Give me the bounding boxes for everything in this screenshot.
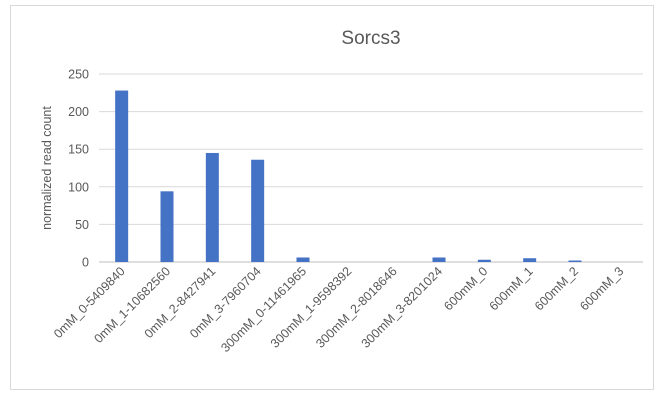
bar-600mM_1 (523, 258, 537, 262)
y-tick-label: 200 (68, 105, 89, 119)
x-category-label: 600mM_3 (577, 264, 626, 313)
x-category-label: 300mM_0-11461965 (218, 264, 309, 355)
x-category-label: 300mM_3-8201024 (359, 264, 446, 351)
gridlines (99, 73, 643, 263)
x-category-label: 300mM_2-8018646 (313, 264, 400, 351)
chart-frame: Sorcs3 0 50 100 150 200 250 0mM_0-5409840 0mM_… (10, 5, 654, 390)
x-category-label: 600mM_2 (532, 264, 581, 313)
bar-chart: Sorcs3 0 50 100 150 200 250 0mM_0-54098400mM_… (40, 28, 643, 355)
x-category-label: 600mM_0 (441, 264, 490, 313)
y-axis-ticks: 0 50 100 150 200 250 (68, 68, 89, 270)
x-category-label: 600mM_1 (487, 264, 536, 313)
bar-0mM_0-5409840 (115, 90, 129, 262)
x-axis-categories: 0mM_0-54098400mM_1-106825600mM_2-8427941… (51, 264, 626, 355)
y-tick-label: 50 (75, 218, 89, 232)
chart-title: Sorcs3 (341, 28, 400, 49)
bar-0mM_1-10682560 (160, 191, 174, 262)
x-category-label: 300mM_1-9598392 (268, 264, 355, 351)
y-tick-label: 100 (68, 180, 89, 194)
bar-600mM_2 (568, 260, 582, 262)
bar-0mM_3-7960704 (251, 159, 265, 262)
y-axis-label: normalized read count (40, 106, 54, 230)
y-tick-label: 0 (82, 256, 89, 270)
y-tick-label: 150 (68, 143, 89, 157)
bar-300mM_0-11461965 (296, 257, 310, 262)
y-tick-label: 250 (68, 68, 89, 82)
bar-0mM_2-8427941 (205, 152, 219, 262)
bar-300mM_3-8201024 (432, 257, 446, 262)
bar-series (115, 90, 582, 262)
x-category-label: 0mM_1-10682560 (91, 264, 173, 346)
bar-600mM_0 (477, 259, 491, 262)
